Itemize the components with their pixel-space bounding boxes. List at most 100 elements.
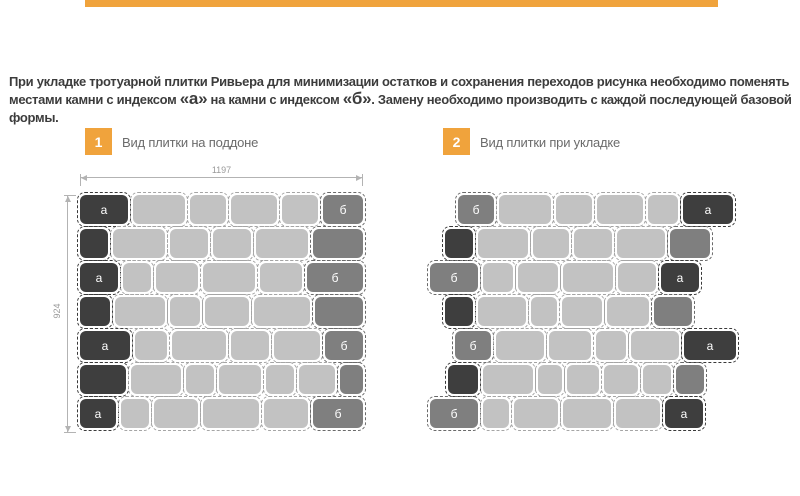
tile-light bbox=[560, 396, 614, 431]
dimension-arrow bbox=[65, 426, 71, 432]
tile-light bbox=[263, 362, 297, 397]
tile-light bbox=[535, 362, 565, 397]
intro-text-middle: на камни с индексом bbox=[207, 92, 343, 107]
dimension-tick bbox=[64, 195, 76, 196]
tile-light bbox=[110, 226, 168, 261]
section-2-number: 2 bbox=[452, 133, 461, 150]
tile-dark bbox=[445, 362, 481, 397]
tile-light bbox=[228, 192, 280, 227]
tile-gray bbox=[312, 294, 366, 329]
dimension-width-line bbox=[80, 174, 363, 186]
tile-light bbox=[210, 226, 254, 261]
tile-light bbox=[515, 260, 561, 295]
section-2-title: Вид плитки при укладке bbox=[480, 135, 621, 150]
tile-light bbox=[480, 362, 536, 397]
tile-light bbox=[614, 226, 668, 261]
tile-light bbox=[279, 192, 321, 227]
tile-b: б bbox=[455, 192, 497, 227]
tile-index-label: б bbox=[450, 406, 458, 421]
tile-light bbox=[271, 328, 323, 363]
dimension-width-label: 1197 bbox=[211, 165, 232, 175]
tile-index-label: б bbox=[472, 202, 480, 217]
tile-row bbox=[77, 226, 366, 261]
tile-b: б bbox=[320, 192, 366, 227]
tile-dark bbox=[77, 294, 113, 329]
tile-light bbox=[202, 294, 252, 329]
tile-index-label: б bbox=[340, 338, 348, 353]
tile-light bbox=[593, 328, 629, 363]
tile-index-label: а bbox=[100, 202, 108, 217]
tile-light bbox=[560, 260, 616, 295]
section-2-number-badge: 2 bbox=[443, 128, 470, 155]
tile-b: б bbox=[304, 260, 366, 295]
tile-light bbox=[120, 260, 154, 295]
tile-index-label: а bbox=[101, 338, 109, 353]
section-1-number: 1 bbox=[94, 133, 103, 150]
intro-text-before: При укладке тротуарной плитки Ривьера дл… bbox=[9, 74, 790, 107]
tile-light bbox=[130, 192, 188, 227]
tile-dark bbox=[77, 362, 129, 397]
tile-light bbox=[200, 396, 262, 431]
tile-light bbox=[613, 396, 663, 431]
tile-light bbox=[615, 260, 659, 295]
index-b-emphasis: «б» bbox=[342, 89, 372, 108]
tile-row bbox=[77, 294, 366, 329]
tile-a: а bbox=[77, 192, 131, 227]
tile-light bbox=[601, 362, 641, 397]
tile-index-label: а bbox=[676, 270, 684, 285]
tile-light bbox=[118, 396, 152, 431]
tile-light bbox=[553, 192, 595, 227]
tile-light bbox=[153, 260, 201, 295]
tile-light bbox=[528, 294, 560, 329]
dimension-height-label: 924 bbox=[52, 303, 62, 319]
tile-light bbox=[183, 362, 217, 397]
tile-light bbox=[169, 328, 229, 363]
tile-light bbox=[628, 328, 682, 363]
tile-light bbox=[253, 226, 311, 261]
tile-dark bbox=[442, 294, 476, 329]
top-accent-bar bbox=[85, 0, 718, 7]
tile-light bbox=[132, 328, 170, 363]
tile-row bbox=[77, 362, 366, 397]
tile-light bbox=[261, 396, 311, 431]
tile-gray bbox=[310, 226, 366, 261]
tile-light bbox=[546, 328, 594, 363]
intro-text-after: . Замену необходимо производить с каждой… bbox=[9, 92, 792, 125]
dimension-arrow bbox=[356, 175, 362, 181]
tile-light bbox=[151, 396, 201, 431]
tile-light bbox=[480, 396, 512, 431]
tile-index-label: б bbox=[339, 202, 347, 217]
tile-light bbox=[493, 328, 547, 363]
tile-gray bbox=[673, 362, 707, 397]
tile-b: б bbox=[452, 328, 494, 363]
tile-light bbox=[228, 328, 272, 363]
dimension-tick bbox=[80, 174, 81, 186]
tile-light bbox=[559, 294, 605, 329]
tile-b: б bbox=[310, 396, 366, 431]
dimension-height-line bbox=[64, 195, 76, 433]
tile-index-label: б bbox=[469, 338, 477, 353]
tile-dark bbox=[442, 226, 476, 261]
tile-index-label: а bbox=[704, 202, 712, 217]
tile-gray bbox=[667, 226, 713, 261]
tile-light bbox=[251, 294, 313, 329]
tile-light bbox=[511, 396, 561, 431]
tile-index-label: б bbox=[331, 270, 339, 285]
tile-a: а bbox=[680, 192, 736, 227]
tile-light bbox=[187, 192, 229, 227]
tile-a: а bbox=[77, 260, 121, 295]
tile-gray bbox=[651, 294, 695, 329]
tile-a: а bbox=[77, 328, 133, 363]
tile-index-label: а bbox=[680, 406, 688, 421]
tile-light bbox=[257, 260, 305, 295]
tile-index-label: а bbox=[95, 270, 103, 285]
tile-index-label: б bbox=[334, 406, 342, 421]
